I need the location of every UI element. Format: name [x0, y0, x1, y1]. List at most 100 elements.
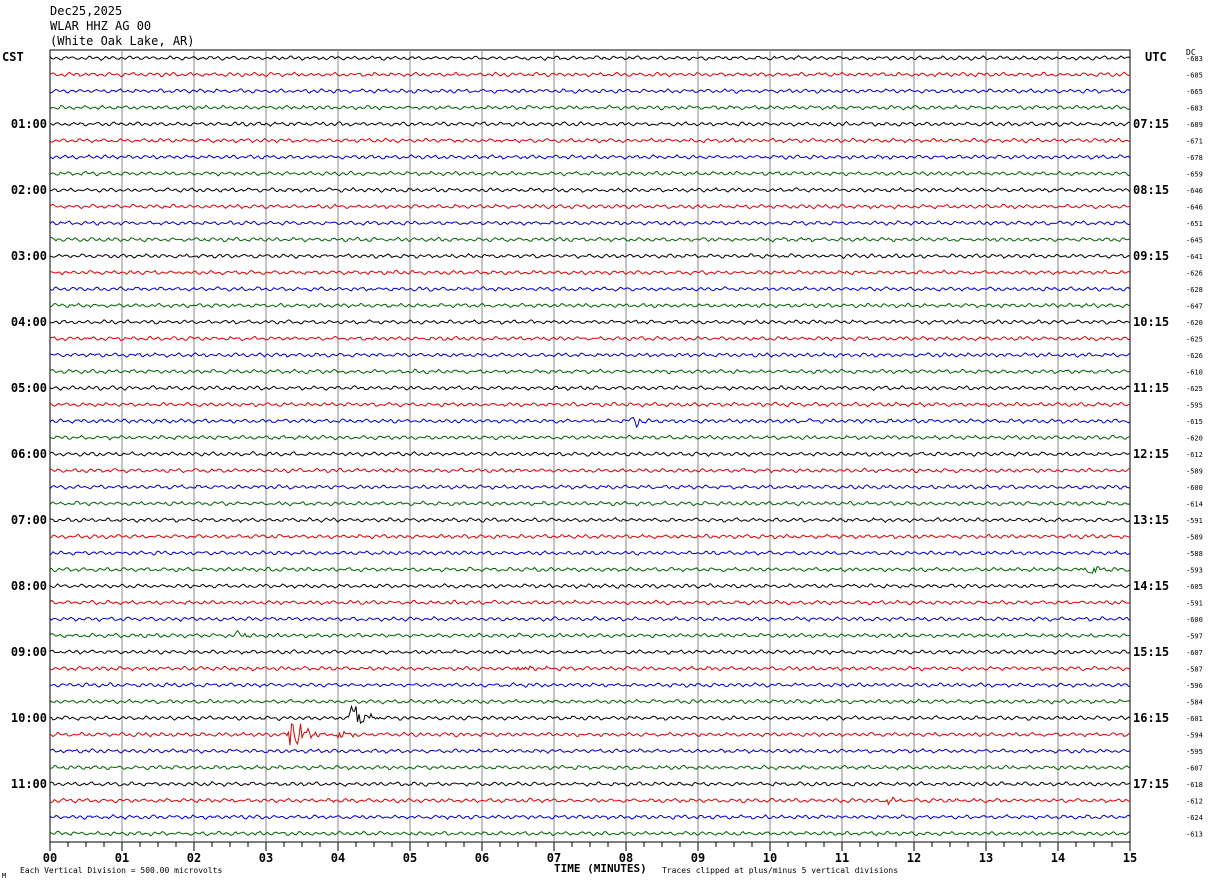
seismic-trace [49, 269, 1131, 276]
x-tick-label: 10 [763, 851, 777, 865]
right-time-label: 16:15 [1133, 711, 1169, 725]
dc-offset-value: -593 [1186, 567, 1203, 575]
right-time-label: 17:15 [1133, 777, 1169, 791]
seismic-trace [50, 764, 1131, 771]
right-time-labels: 07:15 08:15 09:15 10:15 11:15 12:15 13:15 14:15… [1133, 117, 1169, 791]
seismic-trace [49, 682, 1131, 688]
seismic-trace [49, 451, 1131, 458]
seismic-trace [49, 121, 1131, 127]
seismic-trace [49, 252, 1131, 260]
right-time-label: 09:15 [1133, 249, 1169, 263]
seismic-trace [49, 649, 1131, 655]
dc-offset-value: -589 [1186, 534, 1203, 542]
dc-offset-value: -615 [1186, 418, 1203, 426]
dc-offset-value: -646 [1186, 187, 1203, 195]
x-tick-label: 05 [403, 851, 417, 865]
seismic-trace [49, 104, 1131, 111]
seismic-trace [49, 814, 1131, 821]
dc-offset-value: -595 [1186, 402, 1203, 410]
dc-offset-value: -607 [1186, 765, 1203, 773]
seismic-trace [49, 385, 1131, 391]
seismic-trace [49, 319, 1131, 325]
seismic-trace [49, 665, 1131, 672]
left-time-label: 09:00 [11, 645, 47, 659]
seismic-trace [49, 467, 1131, 474]
dc-offset-value: -626 [1186, 270, 1203, 278]
dc-offset-value: -625 [1186, 385, 1203, 393]
x-tick-label: 14 [1051, 851, 1065, 865]
dc-offset-value: -620 [1186, 435, 1203, 443]
seismic-trace [49, 137, 1131, 144]
left-time-label: 05:00 [11, 381, 47, 395]
seismic-trace [49, 236, 1131, 243]
dc-offset-value: -610 [1186, 369, 1203, 377]
dc-offset-value: -589 [1186, 468, 1203, 476]
seismic-trace [49, 615, 1131, 623]
left-time-label: 10:00 [11, 711, 47, 725]
seismic-trace [49, 335, 1131, 342]
dc-offset-value: -641 [1186, 253, 1203, 261]
seismic-trace [49, 434, 1131, 441]
right-time-label: 15:15 [1133, 645, 1169, 659]
left-time-label: 07:00 [11, 513, 47, 527]
dc-offset-value: -625 [1186, 336, 1203, 344]
seismic-trace [49, 417, 1131, 429]
x-tick-label: 01 [115, 851, 129, 865]
seismic-trace [49, 351, 1131, 358]
left-time-label: 08:00 [11, 579, 47, 593]
dc-offset-value: -594 [1186, 732, 1203, 740]
dc-offset-value: -595 [1186, 748, 1203, 756]
dc-offset-value: -624 [1186, 814, 1203, 822]
dc-offset-value: -600 [1186, 484, 1203, 492]
seismic-trace [49, 500, 1131, 507]
right-timezone-label: UTC [1145, 50, 1167, 64]
left-time-label: 11:00 [11, 777, 47, 791]
seismic-trace [49, 401, 1131, 408]
right-time-label: 08:15 [1133, 183, 1169, 197]
seismic-trace [49, 186, 1131, 193]
seismic-trace [49, 533, 1131, 540]
dc-offset-value: -689 [1186, 121, 1203, 129]
dc-column-label: DC [1186, 48, 1196, 57]
dc-offset-value: -659 [1186, 171, 1203, 179]
x-tick-label: 11 [835, 851, 849, 865]
x-tick-label: 09 [691, 851, 705, 865]
seismic-trace [49, 723, 1131, 746]
seismic-trace [49, 154, 1131, 160]
dc-offset-value: -665 [1186, 88, 1203, 96]
right-time-label: 12:15 [1133, 447, 1169, 461]
x-tick-label: 08 [619, 851, 633, 865]
dc-offset-value: -588 [1186, 550, 1203, 558]
dc-offset-value: -620 [1186, 319, 1203, 327]
x-tick-label: 15 [1123, 851, 1137, 865]
dc-offset-value: -613 [1186, 831, 1203, 839]
dc-offset-value: -645 [1186, 237, 1203, 245]
x-tick-label: 12 [907, 851, 921, 865]
seismic-trace [49, 748, 1131, 755]
seismic-trace [49, 698, 1131, 705]
right-time-label: 13:15 [1133, 513, 1169, 527]
trace-group [49, 55, 1131, 837]
dc-offset-value: -646 [1186, 204, 1203, 212]
seismic-trace [49, 88, 1131, 94]
seismic-trace [49, 582, 1131, 589]
seismic-trace [49, 830, 1131, 837]
seismic-trace [49, 704, 1131, 725]
dc-offset-value: -607 [1186, 649, 1203, 657]
dc-offset-value: -596 [1186, 682, 1203, 690]
corner-mark: M [2, 872, 7, 880]
seismic-trace [49, 796, 1131, 806]
dc-offset-value: -628 [1186, 286, 1203, 294]
right-time-label: 07:15 [1133, 117, 1169, 131]
chart-location: (White Oak Lake, AR) [50, 34, 195, 48]
seismic-trace [49, 286, 1131, 292]
right-time-label: 14:15 [1133, 579, 1169, 593]
left-time-label: 04:00 [11, 315, 47, 329]
division-note: Each Vertical Division = 500.00 microvol… [20, 866, 223, 875]
dc-offset-value: -618 [1186, 781, 1203, 789]
x-tick-label: 07 [547, 851, 561, 865]
dc-offset-value: -678 [1186, 154, 1203, 162]
dc-offset-value: -671 [1186, 138, 1203, 146]
seismic-trace [49, 517, 1131, 524]
x-tick-label: 02 [187, 851, 201, 865]
